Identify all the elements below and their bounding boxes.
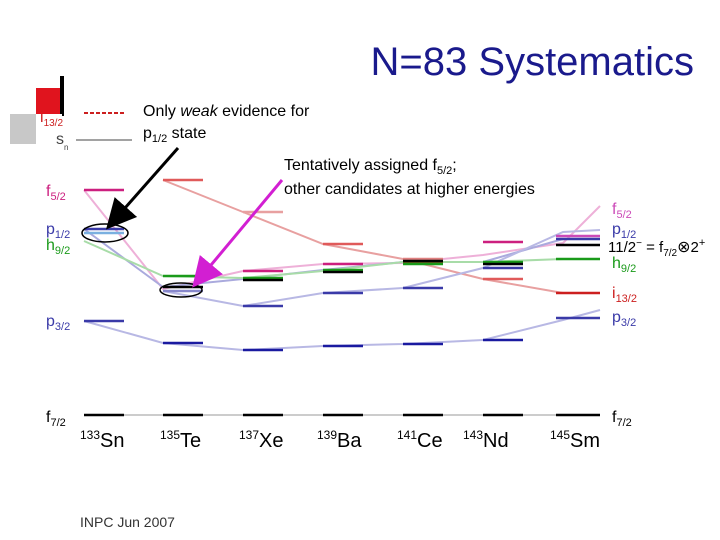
f52-note-line2: other candidates at higher energies: [284, 181, 535, 198]
isotope-label-nd: 143Nd: [463, 428, 509, 452]
left-label-f52: f5/2: [46, 183, 66, 203]
right-label-f72: f7/2: [612, 409, 632, 429]
right-label-multiplet: 11/2− = f7/2⊗2+: [608, 237, 705, 259]
trend-f52: [83, 189, 601, 291]
te-highlight-ellipse: [159, 282, 203, 298]
isotope-labels: 133Sn 135Te 137Xe 139Ba 141Ce 143Nd 145S…: [80, 428, 600, 452]
legend-i-label: i13/2: [40, 109, 63, 129]
legend-s-label: sn: [56, 131, 68, 152]
trend-i132: [162, 179, 564, 294]
left-labels: f5/2 p1/2 h9/2 p3/2 f7/2: [46, 183, 70, 429]
right-label-h92: h9/2: [612, 255, 636, 275]
p12-note: Only weak evidence for: [143, 103, 310, 120]
left-label-p32: p3/2: [46, 313, 70, 333]
isotope-label-sn: 133Sn: [80, 428, 125, 452]
isotope-label-xe: 137Xe: [239, 428, 284, 452]
right-label-p12: p1/2: [612, 221, 636, 241]
left-label-h92: h9/2: [46, 237, 70, 257]
right-label-i132: i13/2: [612, 285, 637, 305]
p12-note-line2: p1/2 state: [143, 125, 206, 145]
trend-xe-p: [162, 229, 601, 308]
corner-white-square: [36, 114, 62, 140]
footer-text: INPC Jun 2007: [80, 514, 175, 530]
right-label-p32: p3/2: [612, 309, 636, 329]
f52-arrow: [192, 179, 284, 288]
trend-lines: [83, 179, 601, 416]
corner-decoration: [10, 76, 64, 144]
level-lines: [84, 178, 600, 417]
isotope-label-sm: 145Sm: [550, 428, 600, 452]
isotope-label-ce: 141Ce: [397, 428, 443, 452]
corner-black-bar: [60, 76, 64, 116]
left-label-p12: p1/2: [46, 221, 70, 241]
p12-arrow: [106, 147, 180, 230]
right-labels: f5/2 p1/2 11/2− = f7/2⊗2+ h9/2 i13/2 p3/…: [608, 201, 705, 429]
legend-key: i13/2 sn: [40, 109, 132, 152]
left-label-f72: f7/2: [46, 409, 66, 429]
isotope-label-te: 135Te: [160, 428, 201, 452]
right-label-f52: f5/2: [612, 201, 632, 221]
f52-note: Tentatively assigned f5/2;: [284, 157, 457, 177]
corner-red-square: [36, 88, 62, 114]
trend-p32: [83, 309, 601, 352]
p12-highlight-ellipse: [81, 223, 129, 243]
corner-grey-square: [10, 114, 36, 144]
slide-title: N=83 Systematics: [371, 40, 694, 84]
isotope-label-ba: 139Ba: [317, 428, 362, 452]
